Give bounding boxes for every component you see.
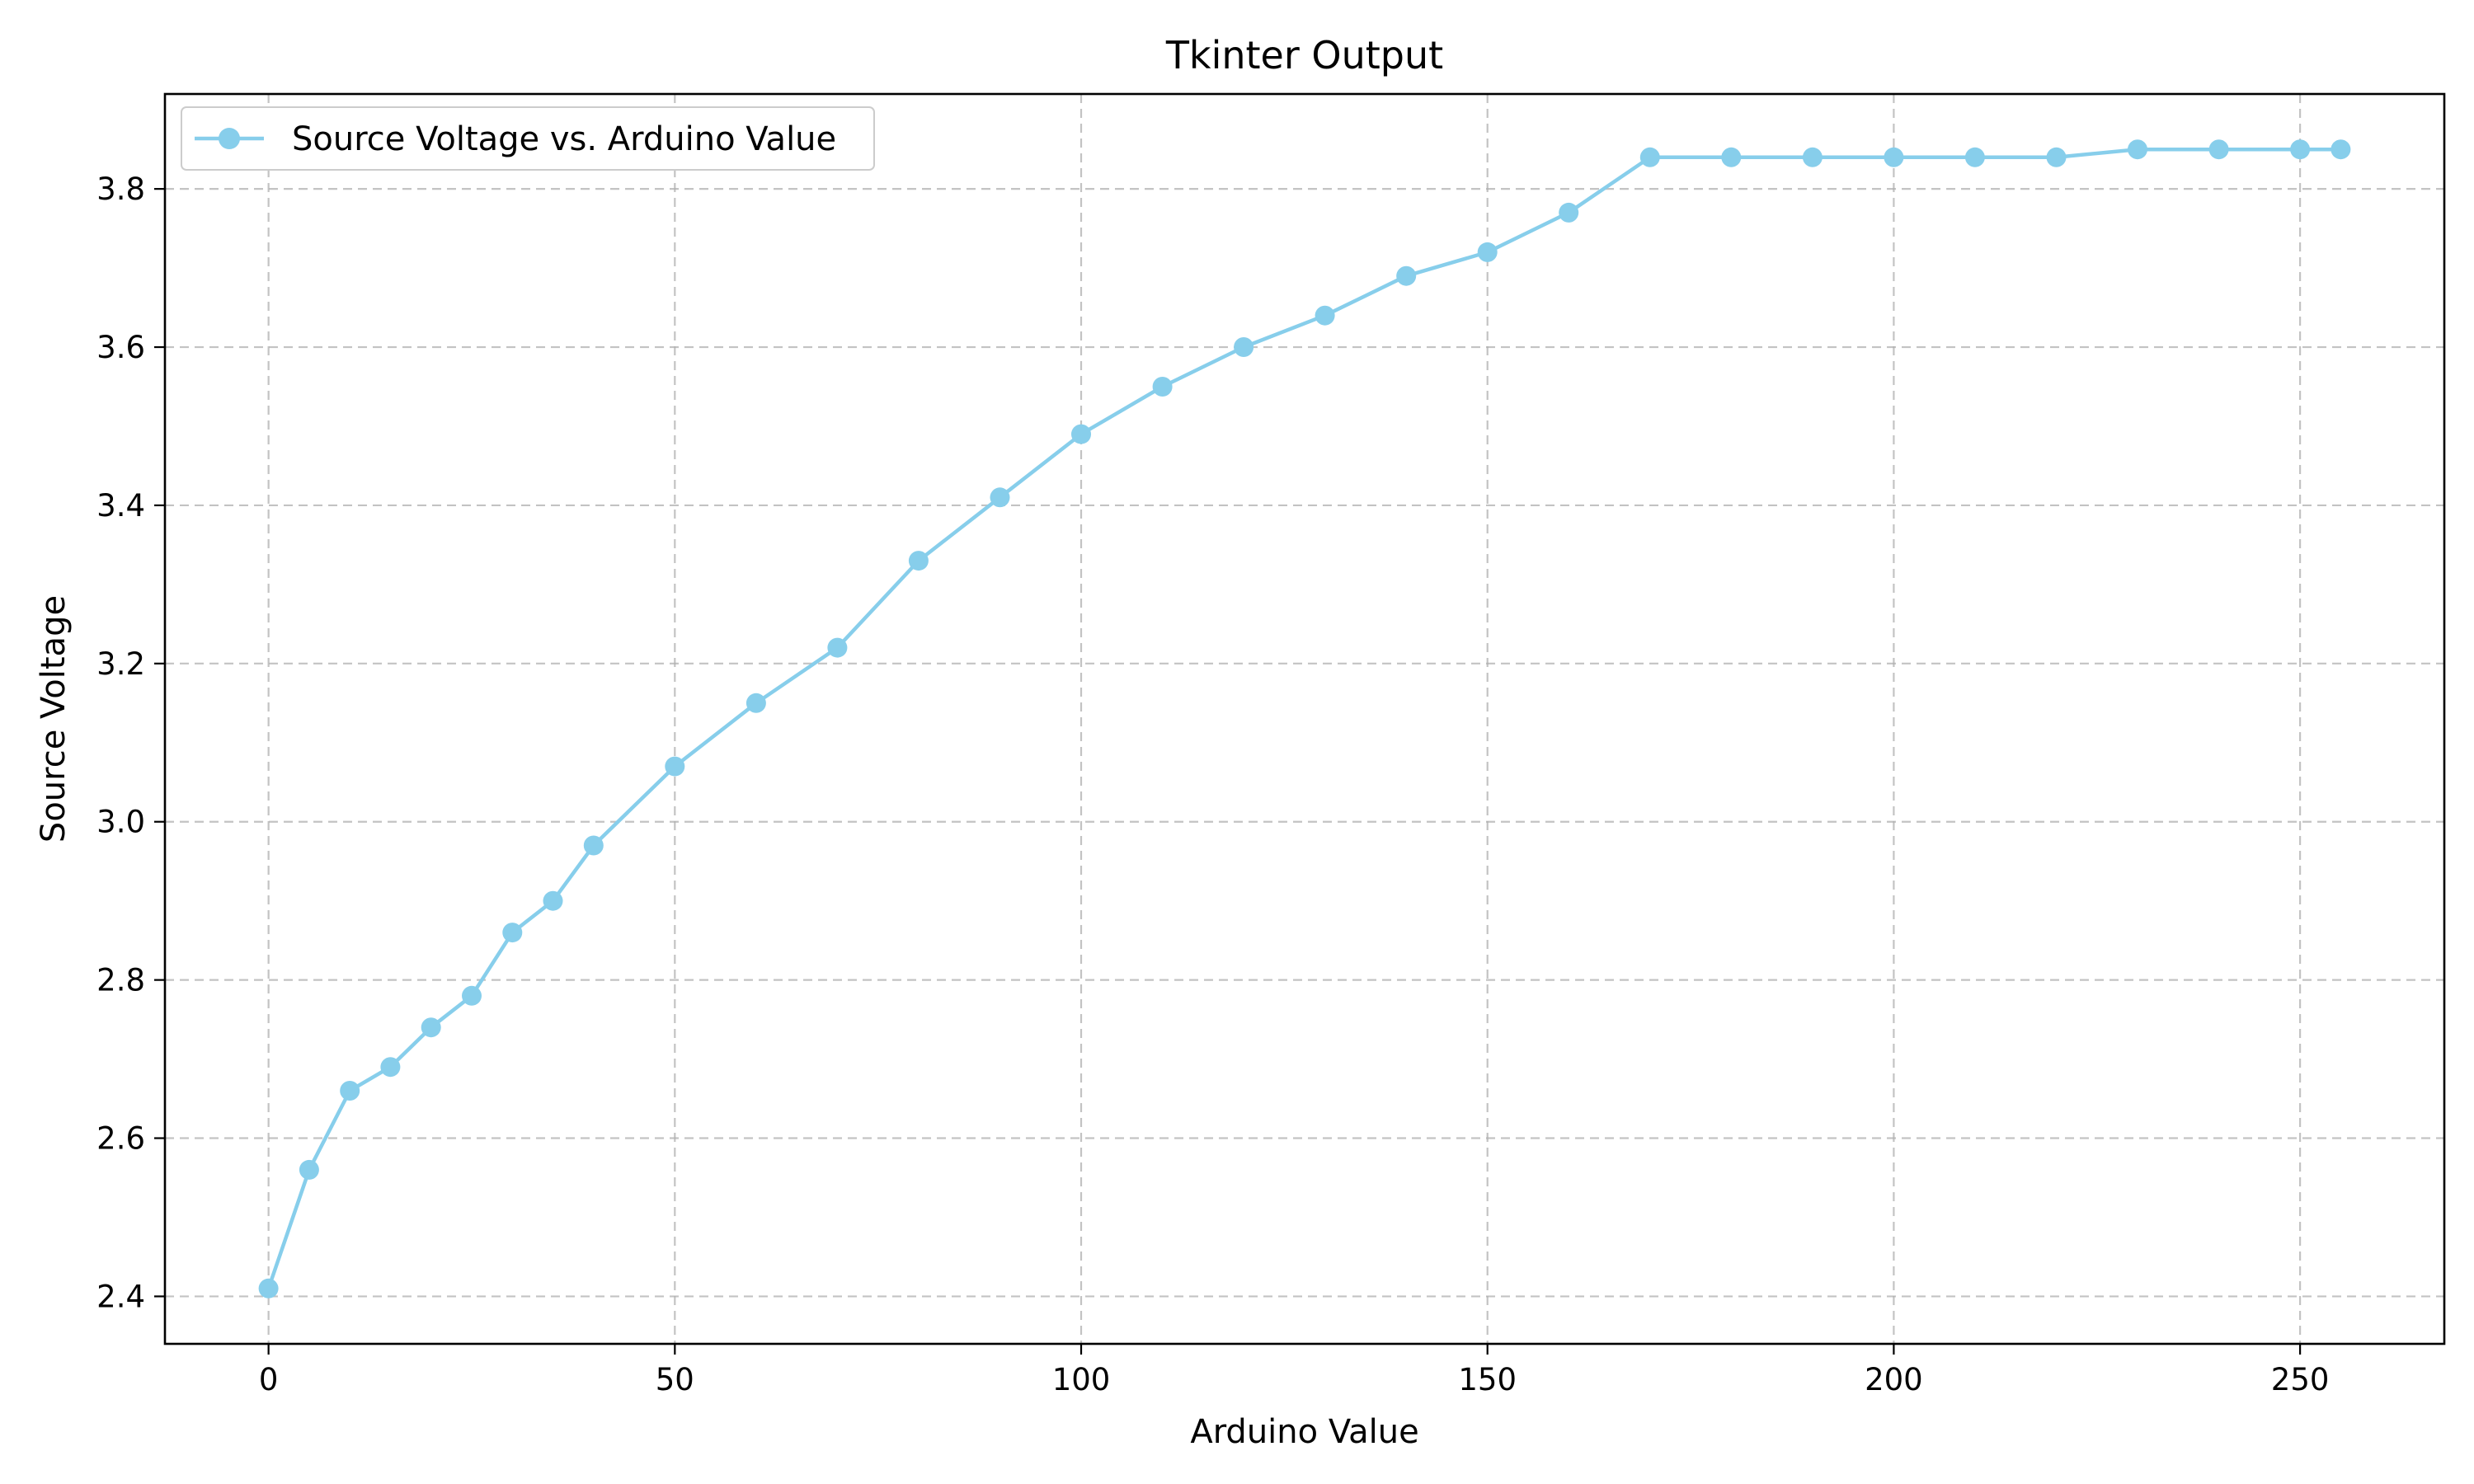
data-point (1152, 377, 1173, 397)
data-point (421, 1017, 441, 1038)
data-point (1559, 202, 1579, 223)
y-tick-label: 3.0 (96, 805, 145, 840)
x-tick-label: 0 (259, 1362, 279, 1397)
data-point (1477, 242, 1498, 262)
data-point (1396, 265, 1417, 286)
data-point (1802, 147, 1823, 167)
y-tick-label: 2.4 (96, 1279, 145, 1314)
data-point (258, 1278, 279, 1298)
data-point (2331, 139, 2351, 160)
chart-title: Tkinter Output (1165, 33, 1443, 77)
data-point (1721, 147, 1742, 167)
data-point (2046, 147, 2067, 167)
data-point (340, 1081, 360, 1101)
y-tick-label: 2.6 (96, 1121, 145, 1157)
data-point (380, 1057, 401, 1078)
x-tick-label: 100 (1052, 1362, 1111, 1397)
y-tick-label: 3.8 (96, 171, 145, 207)
data-point (502, 923, 523, 943)
data-point (827, 637, 848, 658)
data-point (1964, 147, 1985, 167)
x-tick-label: 50 (656, 1362, 694, 1397)
grid-layer (165, 94, 2444, 1344)
legend: Source Voltage vs. Arduino Value (181, 106, 875, 171)
data-point (665, 756, 685, 777)
data-point (745, 693, 766, 713)
x-tick-label: 200 (1865, 1362, 1923, 1397)
series-layer (258, 139, 2351, 1298)
x-axis-label: Arduino Value (1190, 1413, 1418, 1451)
y-tick-label: 3.2 (96, 646, 145, 682)
data-point (462, 985, 482, 1006)
y-tick-label: 3.6 (96, 330, 145, 365)
data-point (990, 487, 1010, 508)
legend-box (181, 106, 875, 171)
legend-marker-swatch (219, 128, 240, 149)
x-tick-label: 250 (2271, 1362, 2330, 1397)
data-point (1071, 424, 1091, 444)
data-point (1884, 147, 1904, 167)
legend-label: Source Voltage vs. Arduino Value (292, 120, 836, 158)
plot-frame (163, 92, 2446, 1345)
data-point (1315, 305, 1335, 326)
data-point (2290, 139, 2311, 160)
data-point (2128, 139, 2147, 160)
ticks-layer: 0 50 100 150 200 250 2.4 2.6 2.8 3.0 3.2 3.4 3.6 3.8 (96, 171, 2329, 1397)
data-point (908, 551, 929, 571)
data-point (2208, 139, 2229, 160)
data-point (543, 890, 563, 911)
y-tick-label: 2.8 (96, 963, 145, 998)
data-point (1234, 337, 1254, 357)
data-point (583, 835, 604, 856)
y-axis-label: Source Voltage (35, 595, 73, 843)
x-tick-label: 150 (1458, 1362, 1517, 1397)
data-point (1639, 147, 1660, 167)
y-tick-label: 3.4 (96, 488, 145, 524)
data-point (299, 1159, 319, 1180)
